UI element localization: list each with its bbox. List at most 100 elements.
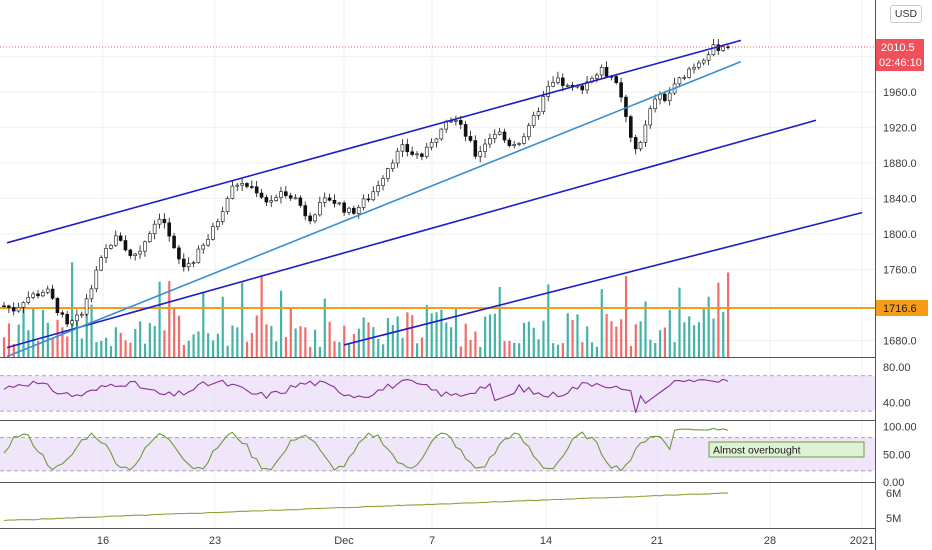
volume-bar xyxy=(260,275,263,357)
candle-body xyxy=(177,247,181,260)
candle-body xyxy=(595,74,599,79)
candle-body xyxy=(264,197,269,203)
volume-bar xyxy=(41,309,45,357)
volume-bar xyxy=(109,346,113,357)
volume-bar xyxy=(644,301,647,357)
candle-body xyxy=(541,96,546,112)
volume-bar xyxy=(605,313,608,357)
date-tick-label: 7 xyxy=(429,535,435,547)
volume-bar xyxy=(722,312,725,357)
volume-bar xyxy=(445,322,448,357)
obv-tick-label: 6M xyxy=(886,488,901,500)
obv-line xyxy=(3,492,729,522)
currency-button[interactable]: USD xyxy=(890,5,922,23)
candle-body xyxy=(701,59,706,64)
volume-bar xyxy=(668,309,671,357)
obv-pane xyxy=(3,492,729,522)
candle-body xyxy=(7,305,11,308)
last-price-tag xyxy=(876,39,924,72)
candle-body xyxy=(405,144,410,153)
volume-bar xyxy=(581,342,584,357)
candle-body xyxy=(31,293,35,298)
volume-bar xyxy=(294,328,297,357)
stoch-tick-label: 0.00 xyxy=(883,477,904,489)
candle-body xyxy=(152,223,157,234)
candle-body xyxy=(551,82,555,87)
volume-bar xyxy=(3,337,6,357)
volume-bar xyxy=(245,341,249,357)
candle-body xyxy=(143,241,147,252)
candle-body xyxy=(172,235,176,249)
date-tick-label: 16 xyxy=(97,535,109,547)
candle-body xyxy=(99,257,103,271)
volume-bar xyxy=(352,333,356,357)
candle-body xyxy=(147,233,152,243)
candle-body xyxy=(342,202,346,213)
volume-bar xyxy=(547,284,550,357)
volume-bar xyxy=(586,326,589,357)
candle-body xyxy=(167,222,172,237)
candle-body xyxy=(322,197,327,203)
volume-bar xyxy=(143,343,147,357)
volume-bar xyxy=(454,309,458,357)
candle-body xyxy=(711,44,716,56)
candle-body xyxy=(706,54,711,61)
candle-body xyxy=(697,62,701,68)
volume-bar xyxy=(639,321,642,357)
candle-body xyxy=(473,140,478,157)
volume-bar xyxy=(430,313,433,357)
volume-bar xyxy=(22,308,25,357)
upper-channel-line xyxy=(6,39,742,244)
date-tick-label: 14 xyxy=(540,535,552,547)
price-tick-label: 1840.0 xyxy=(883,193,917,205)
candle-body xyxy=(371,191,376,201)
candle-body xyxy=(692,67,696,70)
volume-bar xyxy=(187,340,190,357)
price-tick-label: 1680.0 xyxy=(883,336,917,348)
volume-bar xyxy=(663,327,667,357)
candle-body xyxy=(463,124,468,137)
volume-bar xyxy=(503,341,506,357)
volume-bar xyxy=(391,325,394,357)
candle-body xyxy=(75,314,79,322)
volume-bar xyxy=(124,340,127,357)
volume-bar xyxy=(537,339,540,357)
volume-bar xyxy=(168,281,171,357)
volume-bar xyxy=(396,316,399,357)
rsi-band xyxy=(0,375,875,412)
candle-body xyxy=(118,235,123,241)
volume-bar xyxy=(7,323,11,357)
stoch-line xyxy=(3,427,729,472)
date-tick-label: 23 xyxy=(209,535,221,547)
volume-bar xyxy=(600,289,603,357)
candle-body xyxy=(638,142,643,150)
candle-body xyxy=(84,298,89,315)
volume-bar xyxy=(255,315,258,357)
candle-body xyxy=(70,320,74,325)
volume-bar xyxy=(382,344,385,357)
volume-bar xyxy=(615,326,618,357)
candle-body xyxy=(50,288,55,299)
volume-bar xyxy=(318,346,322,357)
volume-bar xyxy=(250,332,254,357)
volume-bar xyxy=(488,314,492,357)
candle-body xyxy=(240,183,244,186)
candle-body xyxy=(269,200,274,203)
candle-body xyxy=(284,191,288,196)
volume-bar xyxy=(678,287,681,357)
candle-body xyxy=(420,153,424,157)
candle-body xyxy=(663,93,667,101)
volume-bar xyxy=(95,341,98,357)
candle-body xyxy=(60,312,65,315)
candle-body xyxy=(220,211,225,222)
volume-bar xyxy=(372,327,375,357)
volume-bar xyxy=(571,319,574,357)
candle-body xyxy=(36,293,40,297)
rsi-line xyxy=(3,378,729,414)
volume-bar xyxy=(435,312,438,357)
annotation-box[interactable] xyxy=(708,441,865,458)
volume-bar xyxy=(236,327,239,357)
candle-body xyxy=(26,297,31,303)
candle-body xyxy=(502,131,507,141)
